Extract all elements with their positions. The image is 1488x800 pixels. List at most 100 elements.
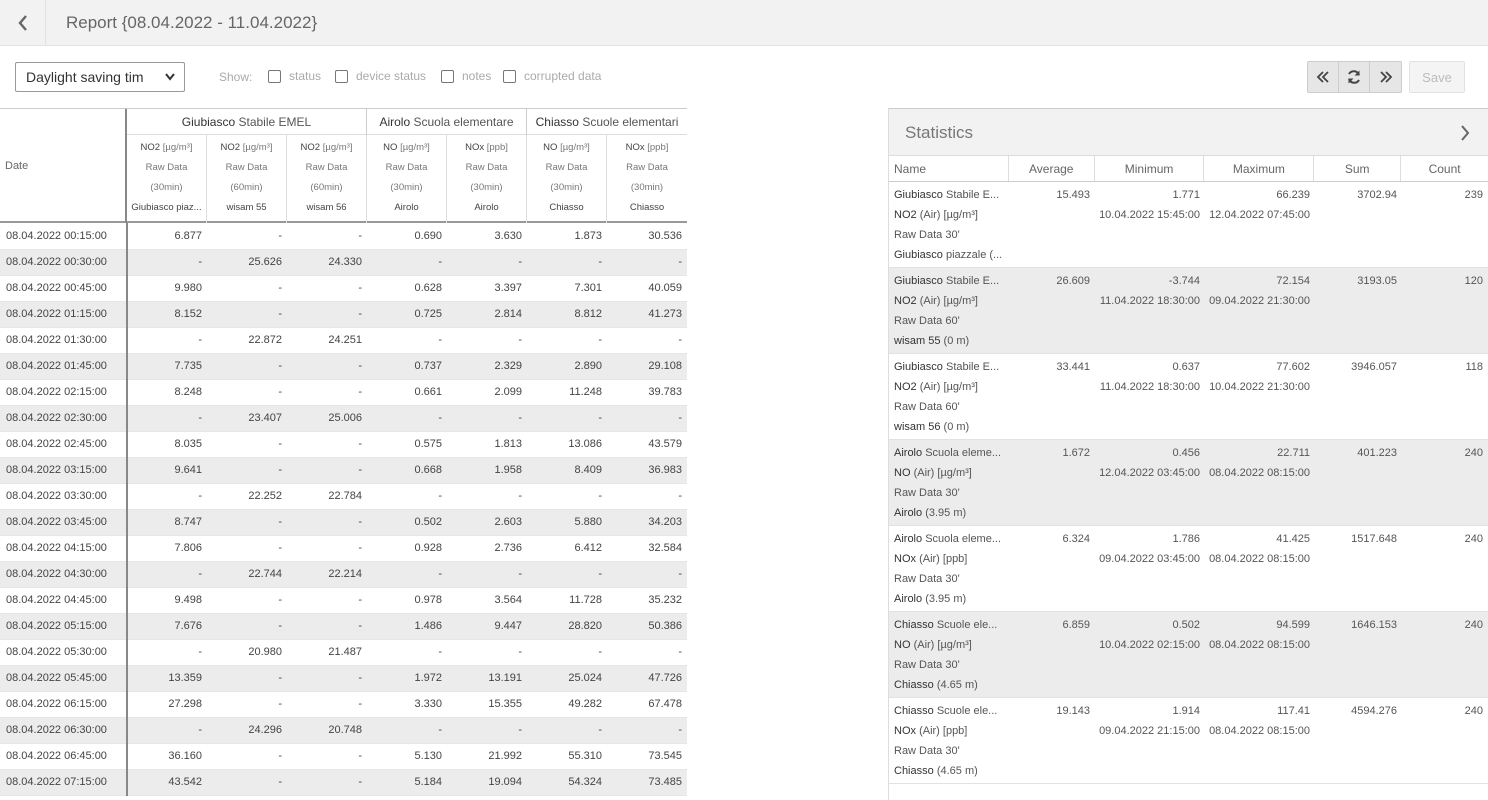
column-header[interactable]: NO2 [µg/m³] Raw Data (30min) Giubiasco piaz… [127,135,207,223]
value-cell: - [447,561,527,588]
statistics-cell: (Air) [µg/m³] [913,467,972,479]
date-cell: 08.04.2022 07:15:00 [0,769,128,796]
value-cell: 22.872 [207,327,287,354]
value-cell: - [127,405,207,432]
value-cell: - [287,431,367,458]
value-cell: 5.130 [367,743,447,770]
statistics-row[interactable]: Giubiasco Stabile E... NO2 (Air) [µg/m³] R… [889,182,1488,268]
value-cell: 55.310 [527,743,607,770]
chevron-right-icon[interactable] [1460,125,1470,141]
statistics-cell: Giubiasco [894,249,943,261]
value-cell: 25.006 [287,405,367,432]
checkbox-label: corrupted data [524,69,602,83]
statistics-cell: 118 [1465,361,1483,373]
statistics-row[interactable]: Chiasso Scuole ele... NO (Air) [µg/m³] Raw… [889,612,1488,698]
date-cell: 08.04.2022 03:30:00 [0,483,128,510]
col-name[interactable]: Name [889,156,1009,181]
value-cell: - [127,639,207,666]
column-header[interactable]: NO2 [µg/m³] Raw Data (60min) wisam 56 [287,135,367,223]
back-button[interactable] [0,0,46,46]
col-average[interactable]: Average [1009,156,1095,181]
date-cell: 08.04.2022 06:30:00 [0,717,128,744]
col-maximum[interactable]: Maximum [1204,156,1315,181]
table-row[interactable]: 08.04.2022 00:30:00-25.626 24.330- - - - [0,249,687,276]
value-cell: 8.747 [127,509,207,536]
value-cell: - [207,301,287,328]
table-row[interactable]: 08.04.2022 00:15:00 6.877- -0.690 3.630 1.87… [0,223,687,250]
column-header-line: Raw Data [385,162,428,173]
col-minimum[interactable]: Minimum [1095,156,1205,181]
column-header[interactable]: NO [µg/m³] Raw Data (30min) Airolo [367,135,447,223]
table-row[interactable]: 08.04.2022 06:30:00-24.296 20.748- - - - [0,717,687,744]
statistics-row[interactable]: Airolo Scuola eleme... NOx (Air) [ppb] Raw… [889,526,1488,612]
previous-period-button[interactable] [1308,62,1339,92]
next-period-button[interactable] [1370,62,1401,92]
table-row[interactable]: 08.04.2022 04:15:00 7.806- -0.928 2.736 6.41… [0,535,687,562]
date-cell: 08.04.2022 02:15:00 [0,379,128,406]
column-header-part: NO2 [140,142,161,153]
table-row[interactable]: 08.04.2022 04:45:00 9.498- -0.978 3.564 11.7… [0,587,687,614]
group-header-text: Scuole elementari [582,115,679,129]
value-cell: - [607,639,687,666]
table-row[interactable]: 08.04.2022 06:15:00 27.298- -3.330 15.355 49… [0,691,687,718]
value-cell: - [447,717,527,744]
refresh-icon [1348,70,1360,84]
statistics-cell: 120 [1464,275,1483,287]
statistics-cell: NO2 [894,381,917,393]
table-row[interactable]: 08.04.2022 05:45:00 13.359- -1.972 13.191 25… [0,665,687,692]
table-row[interactable]: 08.04.2022 01:30:00-22.872 24.251- - - - [0,327,687,354]
checkbox-box[interactable] [503,69,516,83]
value-cell: - [527,717,607,744]
device-status-checkbox[interactable]: device status [335,69,426,83]
value-cell: 8.409 [527,457,607,484]
statistics-row[interactable]: Airolo Scuola eleme... NO (Air) [µg/m³] Ra… [889,440,1488,526]
value-cell: 5.880 [527,509,607,536]
statistics-row[interactable]: Giubiasco Stabile E... NO2 (Air) [µg/m³] R… [889,354,1488,440]
table-row[interactable]: 08.04.2022 00:45:00 9.980- -0.628 3.397 7.30… [0,275,687,302]
col-count[interactable]: Count [1428,162,1461,176]
table-row[interactable]: 08.04.2022 02:45:00 8.035- -0.575 1.813 13.0… [0,431,687,458]
value-cell: 39.783 [607,379,687,406]
column-header[interactable]: NOx [ppb] Raw Data (30min) Airolo [447,135,527,223]
statistics-row[interactable]: Chiasso Scuole ele... NOx (Air) [ppb] Raw … [889,698,1488,784]
value-cell: - [287,275,367,302]
value-cell: - [207,535,287,562]
checkbox-box[interactable] [268,69,281,83]
notes-checkbox[interactable]: notes [441,69,491,83]
date-cell: 08.04.2022 00:30:00 [0,249,128,276]
corrupted-data-checkbox[interactable]: corrupted data [503,69,601,83]
table-row[interactable]: 08.04.2022 03:15:00 9.641- -0.668 1.958 8.40… [0,457,687,484]
column-header[interactable]: NOx [ppb] Raw Data (30min) Chiasso [607,135,687,223]
refresh-button[interactable] [1339,62,1370,92]
statistics-cell: wisam 56 [894,421,941,433]
statistics-cell: wisam 55 (0 m) [894,335,1006,347]
checkbox-box[interactable] [335,69,348,83]
timezone-select[interactable]: Daylight saving tim [15,62,185,92]
column-header[interactable]: NO [µg/m³] Raw Data (30min) Chiasso [527,135,607,223]
table-row[interactable]: 08.04.2022 01:45:00 7.735- -0.737 2.329 2.89… [0,353,687,380]
table-row[interactable]: 08.04.2022 05:30:00-20.980 21.487- - - - [0,639,687,666]
value-cell: 9.447 [447,613,527,640]
save-button[interactable]: Save [1409,61,1465,93]
table-row[interactable]: 08.04.2022 05:15:00 7.676- -1.486 9.447 28.8… [0,613,687,640]
table-row[interactable]: 08.04.2022 07:15:00 43.542- -5.184 19.094 54… [0,769,687,796]
table-row[interactable]: 08.04.2022 03:45:00 8.747- -0.502 2.603 5.88… [0,509,687,536]
statistics-cell: NOx [894,725,916,737]
statistics-cell: -3.744 [1168,275,1200,287]
status-checkbox[interactable]: status [268,69,321,83]
checkbox-box[interactable] [441,69,454,83]
statistics-cell: 3946.057 [1351,361,1397,373]
statistics-cell: NO2 (Air) [µg/m³] [894,295,1006,307]
statistics-row[interactable]: Giubiasco Stabile E... NO2 (Air) [µg/m³] R… [889,268,1488,354]
table-row[interactable]: 08.04.2022 02:30:00-23.407 25.006- - - - [0,405,687,432]
date-cell: 08.04.2022 01:30:00 [0,327,128,354]
date-column-header[interactable] [0,109,127,223]
table-row[interactable]: 08.04.2022 04:30:00-22.744 22.214- - - - [0,561,687,588]
col-sum[interactable]: Sum [1314,156,1402,181]
table-row[interactable]: 08.04.2022 03:30:00-22.252 22.784- - - - [0,483,687,510]
table-row[interactable]: 08.04.2022 01:15:00 8.152- -0.725 2.814 8.81… [0,301,687,328]
date-header-label: Date [5,160,29,172]
column-header[interactable]: NO2 [µg/m³] Raw Data (60min) wisam 55 [207,135,287,223]
table-row[interactable]: 08.04.2022 06:45:00 36.160- -5.130 21.992 55… [0,743,687,770]
table-row[interactable]: 08.04.2022 02:15:00 8.248- -0.661 2.099 11.2… [0,379,687,406]
